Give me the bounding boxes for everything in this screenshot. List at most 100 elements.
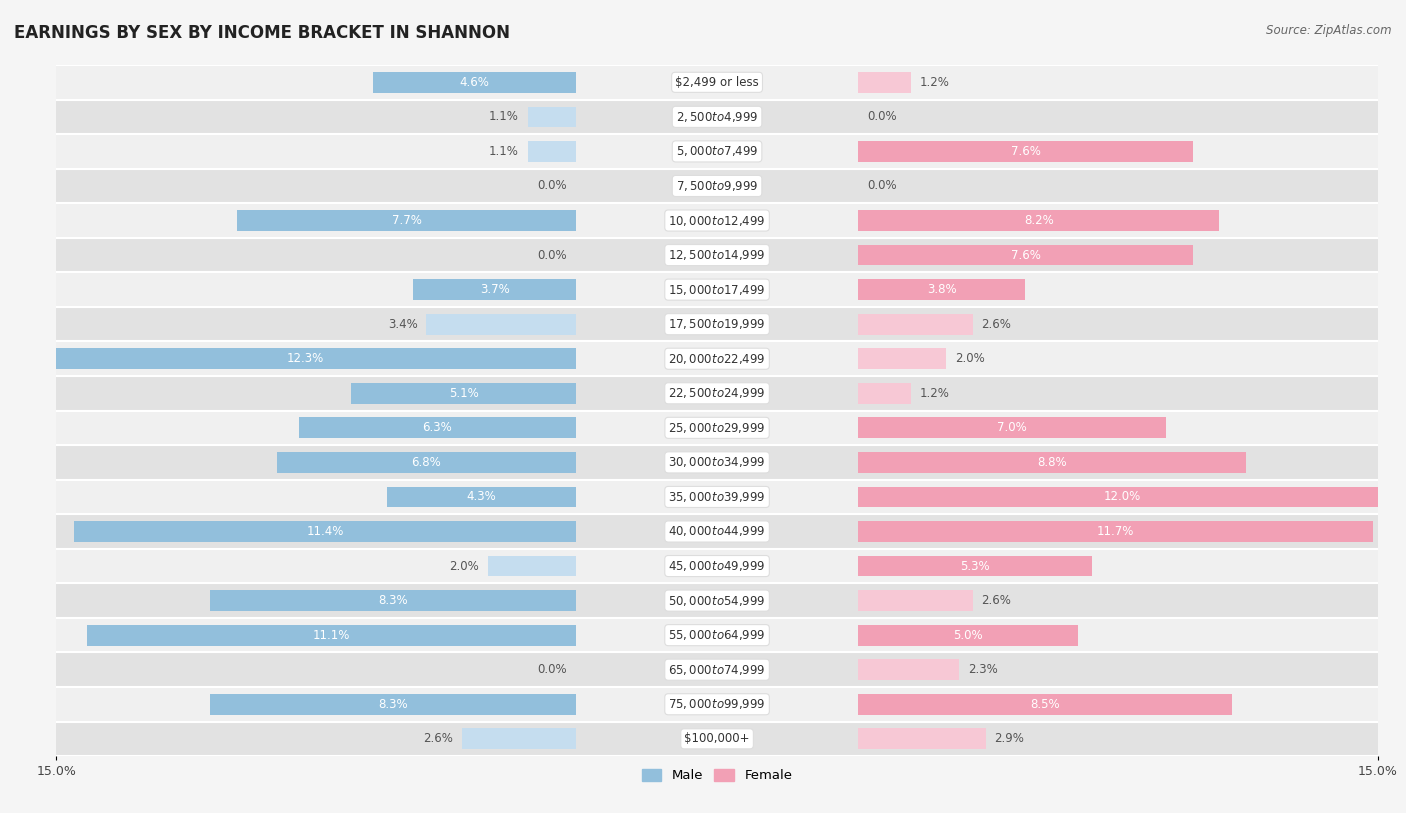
- Bar: [56, 134, 1378, 169]
- Text: $15,000 to $17,499: $15,000 to $17,499: [668, 283, 766, 297]
- Bar: [858, 590, 973, 611]
- Text: 2.0%: 2.0%: [450, 559, 479, 572]
- Text: 5.3%: 5.3%: [960, 559, 990, 572]
- Text: 0.0%: 0.0%: [537, 180, 567, 193]
- Text: $20,000 to $22,499: $20,000 to $22,499: [668, 352, 766, 366]
- Bar: [858, 211, 1219, 231]
- Text: 1.2%: 1.2%: [920, 76, 949, 89]
- Text: $35,000 to $39,999: $35,000 to $39,999: [668, 490, 766, 504]
- Bar: [56, 237, 1378, 272]
- Text: $55,000 to $64,999: $55,000 to $64,999: [668, 628, 766, 642]
- Text: 2.9%: 2.9%: [994, 733, 1025, 746]
- Text: $22,500 to $24,999: $22,500 to $24,999: [668, 386, 766, 400]
- Text: $5,000 to $7,499: $5,000 to $7,499: [676, 145, 758, 159]
- Text: 5.0%: 5.0%: [953, 628, 983, 641]
- Bar: [858, 694, 1233, 715]
- Bar: [858, 556, 1091, 576]
- Bar: [56, 722, 1378, 756]
- Bar: [858, 245, 1192, 265]
- Text: $2,499 or less: $2,499 or less: [675, 76, 759, 89]
- Bar: [858, 72, 911, 93]
- Text: 8.5%: 8.5%: [1031, 698, 1060, 711]
- Bar: [56, 203, 1378, 237]
- Text: 2.0%: 2.0%: [955, 352, 984, 365]
- Text: 6.3%: 6.3%: [422, 421, 453, 434]
- Text: 3.4%: 3.4%: [388, 318, 418, 331]
- Bar: [34, 349, 576, 369]
- Text: 8.2%: 8.2%: [1024, 214, 1053, 227]
- Bar: [56, 652, 1378, 687]
- Text: 2.3%: 2.3%: [969, 663, 998, 676]
- Text: 8.8%: 8.8%: [1038, 456, 1067, 469]
- Bar: [56, 515, 1378, 549]
- Bar: [858, 521, 1374, 541]
- Text: $17,500 to $19,999: $17,500 to $19,999: [668, 317, 766, 331]
- Bar: [298, 418, 576, 438]
- Bar: [211, 694, 576, 715]
- Bar: [56, 272, 1378, 307]
- Bar: [858, 624, 1078, 646]
- Bar: [56, 307, 1378, 341]
- Text: $100,000+: $100,000+: [685, 733, 749, 746]
- Bar: [858, 452, 1246, 473]
- Bar: [75, 521, 576, 541]
- Bar: [56, 687, 1378, 722]
- Text: 11.1%: 11.1%: [314, 628, 350, 641]
- Text: Source: ZipAtlas.com: Source: ZipAtlas.com: [1267, 24, 1392, 37]
- Text: 6.8%: 6.8%: [412, 456, 441, 469]
- Bar: [858, 418, 1167, 438]
- Text: $10,000 to $12,499: $10,000 to $12,499: [668, 214, 766, 228]
- Text: 7.6%: 7.6%: [1011, 249, 1040, 262]
- Text: 2.6%: 2.6%: [423, 733, 453, 746]
- Text: $12,500 to $14,999: $12,500 to $14,999: [668, 248, 766, 262]
- Text: $45,000 to $49,999: $45,000 to $49,999: [668, 559, 766, 573]
- Text: 4.3%: 4.3%: [467, 490, 496, 503]
- Bar: [527, 141, 576, 162]
- Text: 7.0%: 7.0%: [997, 421, 1028, 434]
- Text: 7.6%: 7.6%: [1011, 145, 1040, 158]
- Bar: [87, 624, 576, 646]
- Text: 0.0%: 0.0%: [537, 663, 567, 676]
- Bar: [387, 486, 576, 507]
- Text: 12.3%: 12.3%: [287, 352, 323, 365]
- Bar: [488, 556, 576, 576]
- Text: $50,000 to $54,999: $50,000 to $54,999: [668, 593, 766, 607]
- Text: 2.6%: 2.6%: [981, 318, 1011, 331]
- Text: 0.0%: 0.0%: [537, 249, 567, 262]
- Bar: [56, 480, 1378, 515]
- Text: $30,000 to $34,999: $30,000 to $34,999: [668, 455, 766, 469]
- Text: 1.1%: 1.1%: [489, 111, 519, 124]
- Bar: [858, 141, 1192, 162]
- Text: $75,000 to $99,999: $75,000 to $99,999: [668, 698, 766, 711]
- Bar: [56, 584, 1378, 618]
- Text: 1.1%: 1.1%: [489, 145, 519, 158]
- Text: 8.3%: 8.3%: [378, 594, 408, 607]
- Bar: [858, 383, 911, 404]
- Bar: [56, 169, 1378, 203]
- Text: 2.6%: 2.6%: [981, 594, 1011, 607]
- Text: $40,000 to $44,999: $40,000 to $44,999: [668, 524, 766, 538]
- Bar: [858, 280, 1025, 300]
- Text: 8.3%: 8.3%: [378, 698, 408, 711]
- Text: $25,000 to $29,999: $25,000 to $29,999: [668, 421, 766, 435]
- Bar: [858, 349, 946, 369]
- Text: 3.8%: 3.8%: [927, 283, 956, 296]
- Text: 5.1%: 5.1%: [449, 387, 478, 400]
- Text: 0.0%: 0.0%: [868, 180, 897, 193]
- Text: 0.0%: 0.0%: [868, 111, 897, 124]
- Bar: [236, 211, 576, 231]
- Text: 11.7%: 11.7%: [1097, 525, 1135, 538]
- Text: $65,000 to $74,999: $65,000 to $74,999: [668, 663, 766, 676]
- Bar: [56, 65, 1378, 99]
- Text: 4.6%: 4.6%: [460, 76, 489, 89]
- Bar: [211, 590, 576, 611]
- Bar: [374, 72, 576, 93]
- Text: 3.7%: 3.7%: [479, 283, 509, 296]
- Bar: [277, 452, 576, 473]
- Bar: [352, 383, 576, 404]
- Bar: [56, 376, 1378, 411]
- Bar: [56, 99, 1378, 134]
- Bar: [56, 411, 1378, 446]
- Text: 7.7%: 7.7%: [391, 214, 422, 227]
- Text: $7,500 to $9,999: $7,500 to $9,999: [676, 179, 758, 193]
